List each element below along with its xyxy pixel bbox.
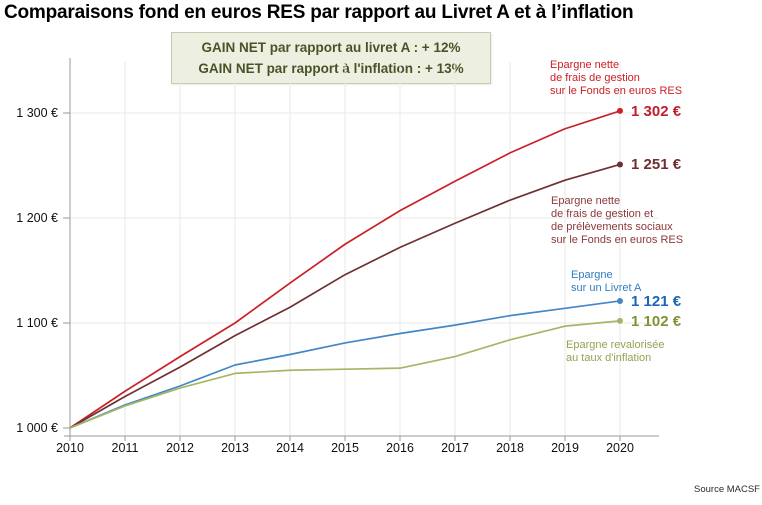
y-tick-label: 1 200 € <box>16 211 58 225</box>
y-tick-label: 1 300 € <box>16 106 58 120</box>
annotation-inflation: Epargne revalorisée au taux d'inflation <box>566 339 664 365</box>
source-credit: Source MACSF <box>694 484 760 495</box>
x-tick-label: 2011 <box>111 441 139 455</box>
x-axis-labels: 2010 2011 2012 2013 2014 2015 2016 2017 2018 2019… <box>0 441 700 457</box>
annotation-line: de frais de gestion et <box>551 208 654 220</box>
annotation-livret-a: Epargne sur un Livret A <box>571 269 641 295</box>
x-tick-label: 2016 <box>386 441 414 455</box>
y-tick-label: 1 000 € <box>16 421 58 435</box>
end-value-res-net: 1 302 € <box>631 103 682 120</box>
annotation-line: Epargne nette <box>550 59 620 71</box>
x-tick-label: 2015 <box>331 441 359 455</box>
series-end-dot-1 <box>617 161 623 168</box>
x-tick-label: 2014 <box>276 441 304 455</box>
x-tick-label: 2018 <box>496 441 524 455</box>
x-tick-label: 2013 <box>221 441 249 455</box>
x-tick-label: 2012 <box>166 441 194 455</box>
series-line-1 <box>69 163 621 429</box>
series-end-dot-0 <box>617 107 623 114</box>
annotation-line: sur un Livret A <box>571 282 642 294</box>
end-value-inflation: 1 102 € <box>631 313 682 330</box>
gain-net-box: GAIN NET par rapport au livret A : + 12%… <box>171 32 491 84</box>
end-value-livret-a: 1 121 € <box>631 293 682 310</box>
series-line-2 <box>69 300 621 429</box>
series-end-dot-3 <box>617 317 623 324</box>
annotation-line: Epargne <box>571 269 613 281</box>
y-axis-labels: 1 000 € 1 100 € 1 200 € 1 300 € <box>8 0 58 460</box>
page-title: Comparaisons fond en euros RES par rappo… <box>4 2 634 23</box>
y-tick-label: 1 100 € <box>16 316 58 330</box>
gain-vs-livret-text: GAIN NET par rapport au livret A : + 12% <box>201 40 461 55</box>
annotation-line: au taux d'inflation <box>566 352 652 364</box>
series-line-0 <box>69 110 621 429</box>
annotation-line: sur le Fonds en euros RES <box>550 85 683 97</box>
annotation-line: de prélèvements sociaux <box>551 221 673 233</box>
gain-vs-inflation-text: GAIN NET par rapport à l'inflation : + 1… <box>198 61 464 76</box>
x-tick-label: 2017 <box>441 441 469 455</box>
annotation-line: Epargne nette <box>551 195 621 207</box>
x-tick-label: 2019 <box>551 441 579 455</box>
annotation-res-net-social: Epargne nette de frais de gestion et de … <box>551 195 683 247</box>
x-tick-label: 2010 <box>56 441 84 455</box>
series-end-dot-2 <box>617 297 623 304</box>
annotation-line: sur le Fonds en euros RES <box>551 234 684 246</box>
annotation-line: Epargne revalorisée <box>566 339 665 351</box>
annotation-res-net: Epargne nette de frais de gestion sur le… <box>550 59 682 98</box>
x-tick-label: 2020 <box>606 441 634 455</box>
series-line-3 <box>69 320 621 429</box>
annotation-line: de frais de gestion <box>550 72 640 84</box>
end-value-res-net-social: 1 251 € <box>631 156 682 173</box>
